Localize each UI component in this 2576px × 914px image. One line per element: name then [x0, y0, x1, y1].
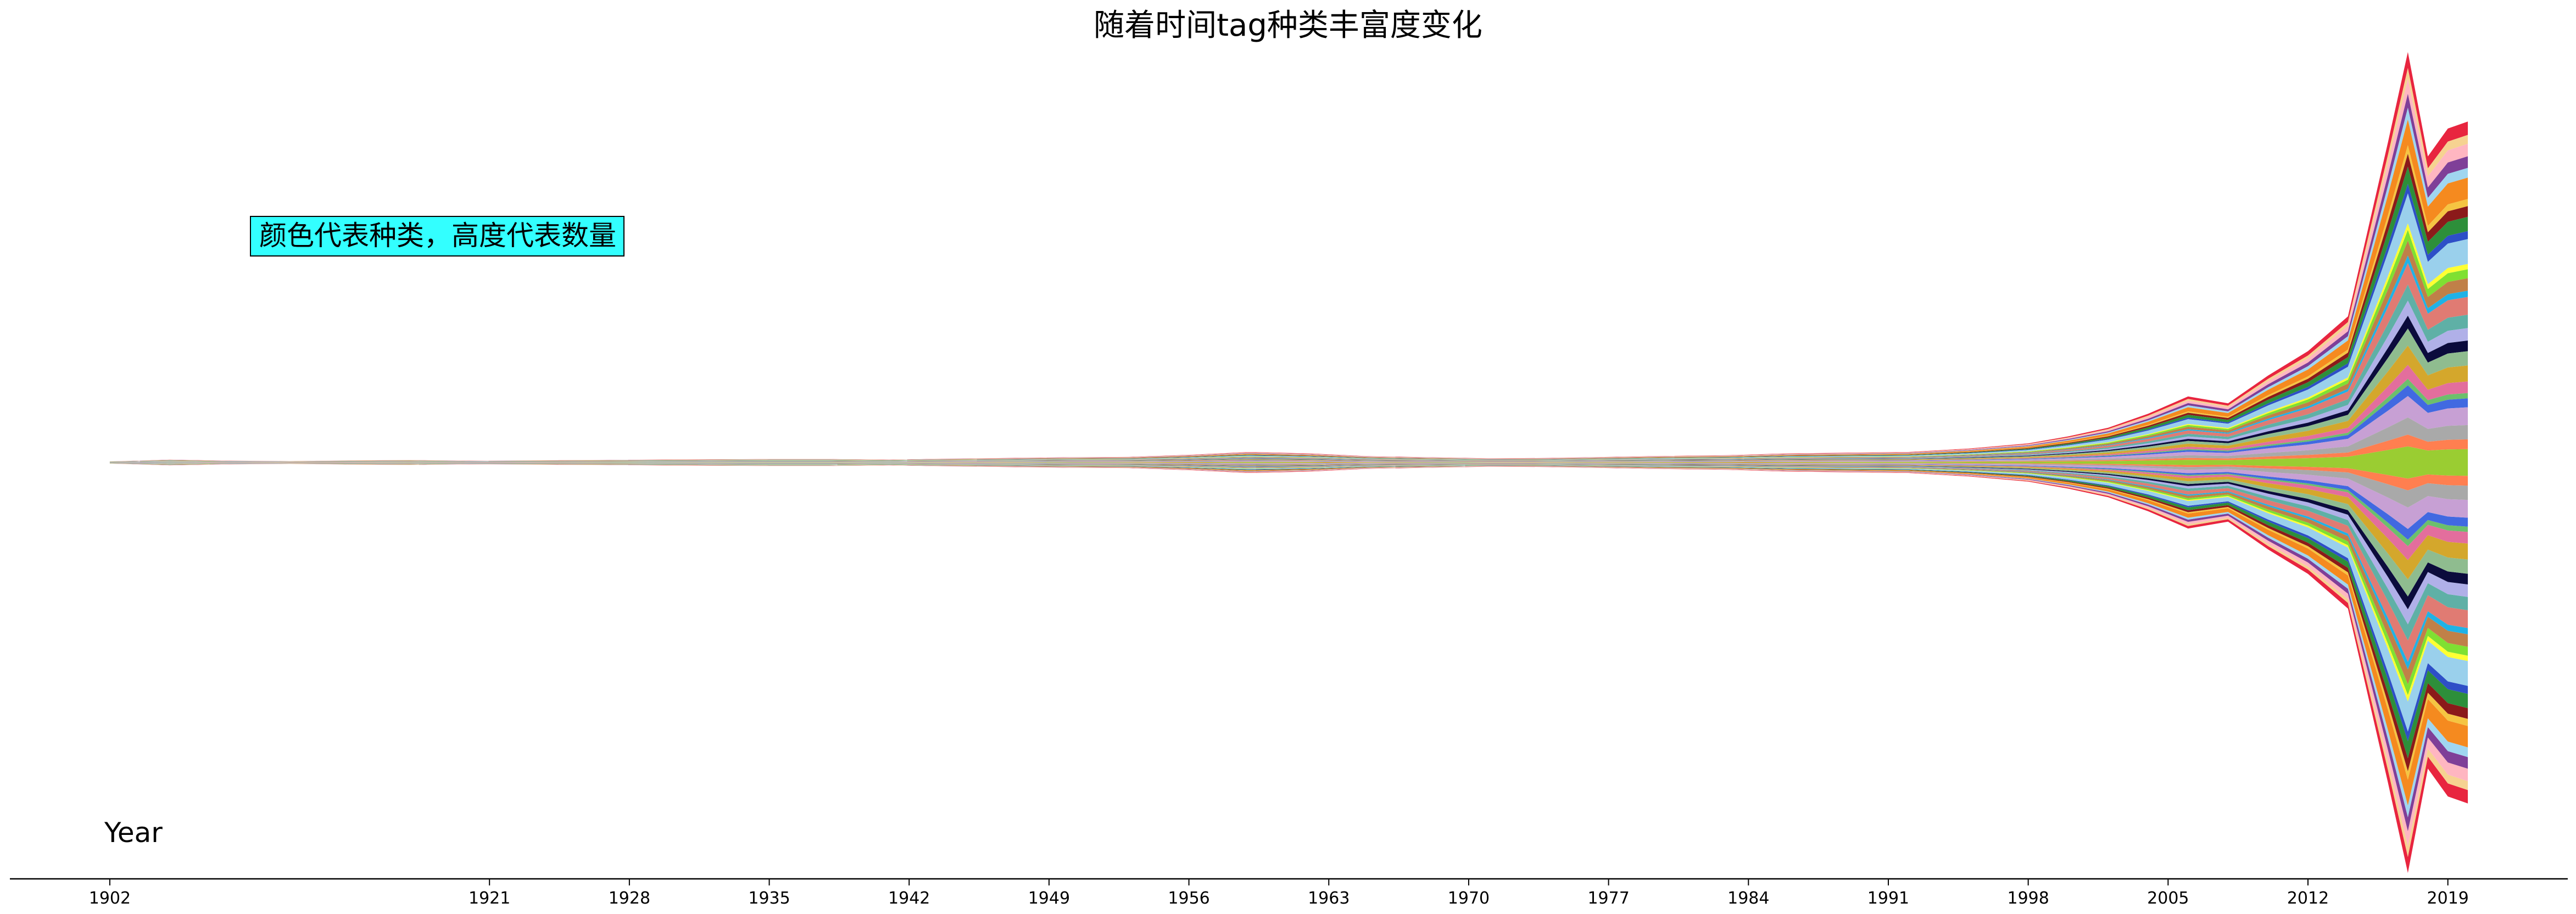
- stream-layer-upper: [109, 93, 2468, 462]
- x-tick-label: 1949: [1028, 889, 1070, 908]
- stream-layer-upper: [109, 145, 2468, 462]
- chart-title: 随着时间tag种类丰富度变化: [1094, 8, 1482, 43]
- stream-layer-upper: [109, 52, 2468, 462]
- x-tick-label: 1991: [1867, 889, 1909, 908]
- x-tick-label: 1956: [1168, 889, 1209, 908]
- x-tick-label: 1942: [888, 889, 930, 908]
- x-tick-label: 1963: [1308, 889, 1350, 908]
- stream-layer-upper: [109, 417, 2468, 462]
- x-axis-label: Year: [104, 817, 163, 849]
- stream-layer-lower: [109, 463, 2468, 732]
- x-tick-label: 1935: [748, 889, 790, 908]
- stream-layer-lower: [109, 463, 2468, 857]
- stream-layer-lower: [109, 462, 2468, 479]
- stream-layer-lower: [109, 463, 2468, 780]
- x-tick-label: 2012: [2287, 889, 2329, 908]
- stream-layer-upper: [109, 166, 2468, 462]
- x-tick-label: 2005: [2147, 889, 2189, 908]
- stream-layer-lower: [109, 462, 2468, 508]
- stream-layer-upper: [109, 434, 2468, 462]
- x-tick-label: 1928: [609, 889, 650, 908]
- stream-layer-upper: [109, 119, 2468, 462]
- x-axis-ticks: 1902 1921 1928 1935 1942 1949 1956 1963 1970 1977…: [89, 879, 2469, 908]
- annotation-background: [250, 216, 625, 257]
- x-tick-label: 1977: [1587, 889, 1629, 908]
- x-tick-label: 1902: [89, 889, 131, 908]
- stream-layer-upper: [109, 446, 2468, 462]
- stream-layer-upper: [109, 108, 2468, 462]
- annotation-box: 颜色代表种类，高度代表数量: [250, 216, 625, 257]
- annotation-text: 颜色代表种类，高度代表数量: [259, 220, 616, 252]
- stream-layer-lower: [109, 462, 2468, 491]
- stream-layers: [109, 52, 2468, 873]
- stream-layer-upper: [109, 154, 2468, 462]
- x-tick-label: 1998: [2007, 889, 2049, 908]
- stream-layer-lower: [109, 463, 2468, 742]
- stream-layer-lower: [109, 463, 2468, 771]
- stream-layer-upper: [109, 68, 2468, 462]
- stream-layer-lower: [109, 463, 2468, 759]
- x-tick-label: 1984: [1727, 889, 1769, 908]
- x-tick-label: 1921: [469, 889, 510, 908]
- stream-layer-lower: [109, 463, 2468, 817]
- stream-layer-lower: [109, 463, 2468, 846]
- stream-layer-lower: [109, 463, 2468, 806]
- x-tick-label: 1970: [1448, 889, 1490, 908]
- stream-layer-lower: [109, 463, 2468, 873]
- x-tick-label: 2019: [2427, 889, 2469, 908]
- stream-layer-upper: [109, 79, 2468, 462]
- stream-layer-lower: [109, 463, 2468, 832]
